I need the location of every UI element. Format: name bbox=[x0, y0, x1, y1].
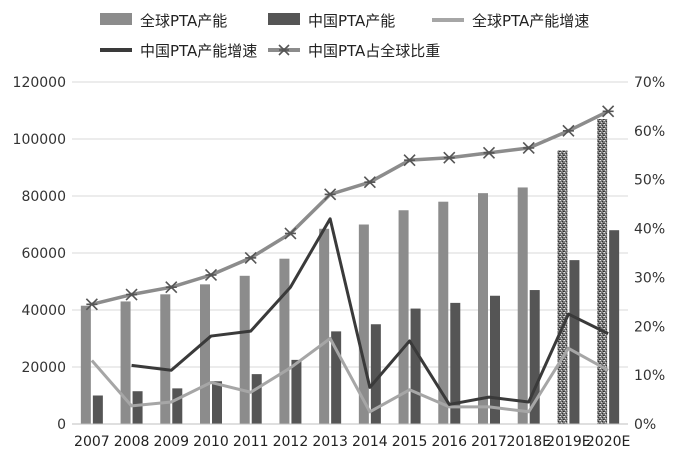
line-全球PTA产能增速 bbox=[90, 337, 609, 414]
bar-全球PTA产能-2009 bbox=[160, 294, 171, 424]
marker-中国PTA占全球比重-2010 bbox=[204, 268, 218, 282]
bar-中国PTA产能-2009 bbox=[172, 388, 183, 424]
bar-全球PTA产能-2014 bbox=[358, 224, 369, 424]
bar-全球PTA产能-2012 bbox=[279, 258, 290, 424]
legend-item: 全球PTA产能 bbox=[100, 12, 227, 30]
bar-全球PTA产能-2008 bbox=[120, 301, 131, 424]
left-tick-label: 20000 bbox=[21, 360, 66, 376]
marker-中国PTA占全球比重-2011 bbox=[244, 251, 257, 264]
marker-中国PTA占全球比重-2017 bbox=[482, 146, 496, 159]
bar-中国PTA产能-2016 bbox=[450, 302, 461, 424]
bar-中国PTA产能-2011 bbox=[251, 374, 262, 424]
marker-中国PTA占全球比重-2019E bbox=[562, 124, 575, 137]
marker-中国PTA占全球比重-2018E bbox=[522, 141, 535, 155]
right-tick-label: 20% bbox=[634, 319, 665, 335]
legend-item: 中国PTA产能 bbox=[268, 12, 395, 30]
marker-中国PTA占全球比重-2020E bbox=[602, 105, 615, 118]
left-axis: 0 20000 40000 60000 80000 100000 120000 bbox=[13, 75, 66, 433]
marker-中国PTA占全球比重-2007 bbox=[85, 298, 98, 311]
left-tick-label: 80000 bbox=[21, 189, 66, 205]
bar-全球PTA产能-2020E bbox=[597, 119, 608, 425]
right-tick-label: 50% bbox=[634, 173, 665, 189]
bar-中国PTA产能-2015 bbox=[410, 308, 421, 424]
bar-中国PTA产能-2019E bbox=[569, 260, 580, 424]
x-tick-label: 2019E bbox=[546, 434, 590, 450]
marker-中国PTA占全球比重-2008 bbox=[125, 288, 138, 301]
x-tick-label: 2010 bbox=[193, 434, 229, 450]
left-tick-label: 100000 bbox=[13, 132, 66, 148]
legend-swatch bbox=[100, 13, 132, 25]
right-tick-label: 60% bbox=[634, 124, 665, 140]
x-tick-label: 2008 bbox=[114, 434, 150, 450]
bar-全球PTA产能-2010 bbox=[200, 284, 210, 424]
lines bbox=[85, 105, 615, 414]
x-tick-label: 2016 bbox=[431, 434, 467, 450]
legend-item: 全球PTA产能增速 bbox=[432, 12, 589, 30]
bar-全球PTA产能-2016 bbox=[438, 201, 449, 424]
marker-中国PTA占全球比重-2009 bbox=[165, 281, 178, 294]
marker-中国PTA占全球比重-2016 bbox=[443, 151, 456, 164]
bar-全球PTA产能-2018E bbox=[517, 187, 528, 424]
legend-label: 中国PTA产能增速 bbox=[140, 42, 257, 60]
bar-全球PTA产能-2007 bbox=[80, 305, 91, 424]
left-tick-label: 60000 bbox=[21, 246, 66, 262]
right-tick-label: 40% bbox=[634, 222, 665, 238]
bar-中国PTA产能-2018E bbox=[529, 290, 540, 424]
marker-中国PTA占全球比重-2012 bbox=[284, 227, 297, 240]
right-tick-label: 0% bbox=[634, 417, 656, 433]
marker-中国PTA占全球比重-2014 bbox=[363, 176, 376, 189]
x-tick-label: 2009 bbox=[153, 434, 189, 450]
x-tick-label: 2013 bbox=[312, 434, 348, 450]
bar-全球PTA产能-2015 bbox=[398, 210, 409, 424]
bar-中国PTA产能-2014 bbox=[370, 324, 381, 424]
legend-swatch bbox=[268, 13, 300, 25]
bar-全球PTA产能-2017 bbox=[478, 193, 488, 424]
bar-中国PTA产能-2010 bbox=[212, 381, 222, 424]
bar-全球PTA产能-2013 bbox=[319, 228, 330, 424]
bar-中国PTA产能-2012 bbox=[291, 359, 302, 424]
bar-全球PTA产能-2011 bbox=[239, 275, 250, 424]
x-axis: 2007 2008 2009 2010 2011 2012 2013 2014 2015 2016… bbox=[72, 423, 630, 450]
left-tick-label: 40000 bbox=[21, 303, 66, 319]
bars bbox=[80, 119, 620, 425]
left-tick-label: 120000 bbox=[13, 75, 66, 91]
right-tick-label: 70% bbox=[634, 75, 665, 91]
line-中国PTA占全球比重 bbox=[91, 109, 609, 306]
line-中国PTA产能增速 bbox=[131, 217, 609, 406]
bar-中国PTA产能-2008 bbox=[132, 391, 143, 424]
x-tick-label: 2018E bbox=[506, 434, 550, 450]
bar-中国PTA产能-2007 bbox=[92, 395, 103, 424]
left-tick-label: 0 bbox=[57, 417, 66, 433]
x-tick-label: 2011 bbox=[233, 434, 269, 450]
legend-label: 中国PTA产能 bbox=[308, 12, 395, 30]
marker-中国PTA占全球比重-2015 bbox=[403, 154, 416, 167]
x-tick-label: 2015 bbox=[392, 434, 428, 450]
legend-item: 中国PTA占全球比重 bbox=[268, 42, 440, 60]
legend-label: 全球PTA产能 bbox=[140, 12, 227, 30]
bar-全球PTA产能-2019E bbox=[557, 150, 568, 424]
x-tick-label: 2017 bbox=[471, 434, 507, 450]
x-tick-label: 2007 bbox=[74, 434, 110, 450]
bar-中国PTA产能-2020E bbox=[609, 230, 620, 424]
x-tick-label: 2012 bbox=[273, 434, 309, 450]
bar-中国PTA产能-2013 bbox=[331, 331, 342, 424]
x-tick-label: 2014 bbox=[352, 434, 388, 450]
right-axis: 0% 10% 20% 30% 40% 50% 60% 70% bbox=[634, 75, 665, 433]
right-tick-label: 30% bbox=[634, 270, 665, 286]
bar-中国PTA产能-2017 bbox=[490, 295, 500, 424]
marker-中国PTA占全球比重-2013 bbox=[324, 188, 337, 201]
legend-item: 中国PTA产能增速 bbox=[100, 42, 257, 60]
legend-label: 全球PTA产能增速 bbox=[472, 12, 589, 30]
legend-label: 中国PTA占全球比重 bbox=[308, 42, 440, 60]
right-tick-label: 10% bbox=[634, 368, 665, 384]
x-tick-label: 2020E bbox=[586, 434, 630, 450]
